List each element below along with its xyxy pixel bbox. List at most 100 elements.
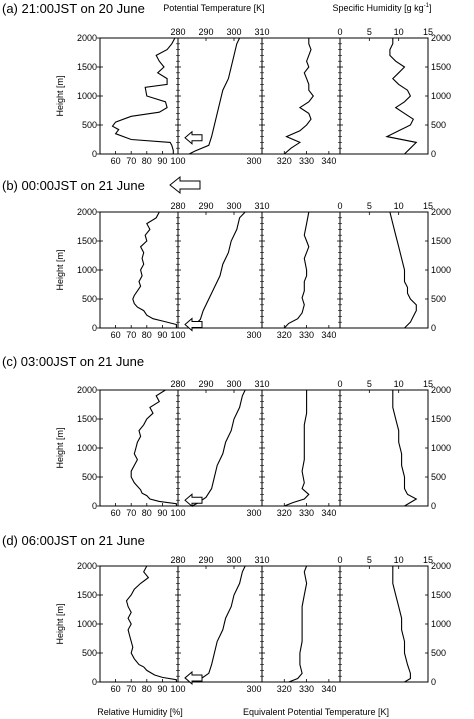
height-tick-label-right: 0: [431, 149, 436, 159]
q-tick-label: 10: [394, 555, 404, 565]
potential-temperature-axis-title: Potential Temperature [K]: [163, 3, 264, 13]
relative-humidity-line: [125, 565, 177, 682]
height-tick-label-right: 0: [431, 501, 436, 511]
rh-tick-label: 70: [126, 684, 136, 694]
thetae-tick-label: 320: [277, 684, 292, 694]
theta-bottom-tick-label: 300: [246, 684, 261, 694]
rh-tick-label: 60: [111, 330, 121, 340]
q-tick-label: 10: [394, 201, 404, 211]
height-tick-label: 0: [92, 677, 97, 687]
q-tick-label: 5: [367, 555, 372, 565]
specific-humidity-title-sup: -1: [424, 3, 430, 9]
height-tick-label-right: 0: [431, 677, 436, 687]
equivalent-potential-temperature-axis-title: Equivalent Potential Temperature [K]: [243, 707, 389, 717]
q-tick-label: 15: [423, 379, 433, 389]
rh-tick-label: 80: [142, 508, 152, 518]
panels-group: (a) 21:00JST on 20 June Potential Tempera…: [2, 1, 451, 694]
height-tick-label-right: 500: [431, 294, 446, 304]
arrow-marker: [184, 130, 203, 145]
theta-tick-label: 280: [170, 201, 185, 211]
panel-title: (b) 00:00JST on 21 June: [2, 178, 145, 193]
rh-tick-label: 100: [170, 156, 185, 166]
theta-tick-label: 280: [170, 27, 185, 37]
q-tick-label: 5: [367, 379, 372, 389]
rh-tick-label: 80: [142, 684, 152, 694]
rh-tick-label: 100: [170, 330, 185, 340]
height-tick-label-right: 500: [431, 120, 446, 130]
height-tick-label-right: 1500: [431, 414, 451, 424]
panel-title: (a) 21:00JST on 20 June: [2, 1, 145, 16]
theta-tick-label: 290: [198, 27, 213, 37]
rh-tick-label: 90: [157, 508, 167, 518]
thetae-tick-label: 330: [299, 330, 314, 340]
height-axis-title: Height [m]: [55, 75, 65, 116]
q-tick-label: 5: [367, 27, 372, 37]
large-arrow-marker: [169, 175, 201, 195]
rh-tick-label: 100: [170, 508, 185, 518]
height-axis-title: Height [m]: [55, 603, 65, 644]
theta-tick-label: 300: [226, 201, 241, 211]
specific-humidity-line: [385, 38, 418, 155]
specific-humidity-title-main: Specific Humidity [g kg: [333, 3, 424, 13]
rh-tick-label: 60: [111, 156, 121, 166]
theta-tick-label: 290: [198, 379, 213, 389]
thetae-tick-label: 330: [299, 684, 314, 694]
specific-humidity-line: [392, 390, 418, 507]
height-tick-label: 1500: [77, 62, 97, 72]
rh-tick-label: 70: [126, 330, 136, 340]
arrow-marker: [184, 670, 203, 686]
height-tick-label: 500: [82, 648, 97, 658]
q-tick-label: 0: [337, 201, 342, 211]
rh-tick-label: 90: [157, 330, 167, 340]
thetae-tick-label: 320: [277, 508, 292, 518]
relative-humidity-axis-title: Relative Humidity [%]: [97, 707, 183, 717]
thetae-tick-label: 320: [277, 156, 292, 166]
height-tick-label: 1500: [77, 590, 97, 600]
height-tick-label-right: 2000: [431, 207, 451, 217]
height-tick-label-right: 1500: [431, 590, 451, 600]
q-tick-label: 15: [423, 555, 433, 565]
q-tick-label: 10: [394, 27, 404, 37]
q-tick-label: 5: [367, 201, 372, 211]
theta-bottom-tick-label: 300: [246, 156, 261, 166]
potential-temperature-line: [188, 211, 246, 329]
relative-humidity-line: [111, 37, 176, 154]
q-tick-label: 0: [337, 27, 342, 37]
thetae-tick-label: 320: [277, 330, 292, 340]
height-tick-label: 1000: [77, 619, 97, 629]
height-tick-label: 500: [82, 294, 97, 304]
theta-tick-label: 310: [254, 201, 269, 211]
specific-humidity-line: [392, 566, 411, 683]
height-tick-label-right: 1000: [431, 619, 451, 629]
q-tick-label: 0: [337, 555, 342, 565]
arrow-marker: [184, 493, 203, 508]
theta-tick-label: 280: [170, 379, 185, 389]
height-tick-label-right: 1500: [431, 236, 451, 246]
rh-tick-label: 100: [170, 684, 185, 694]
height-tick-label-right: 1500: [431, 62, 451, 72]
specific-humidity-title-end: ]: [429, 3, 432, 13]
height-tick-label-right: 0: [431, 323, 436, 333]
theta-tick-label: 300: [226, 555, 241, 565]
height-tick-label-right: 1000: [431, 443, 451, 453]
height-tick-label: 2000: [77, 207, 97, 217]
height-tick-label-right: 2000: [431, 385, 451, 395]
height-tick-label: 2000: [77, 33, 97, 43]
specific-humidity-line: [389, 211, 417, 329]
theta-tick-label: 300: [226, 27, 241, 37]
height-tick-label: 500: [82, 120, 97, 130]
height-tick-label: 0: [92, 323, 97, 333]
height-tick-label: 1000: [77, 91, 97, 101]
arrow-marker: [184, 317, 203, 332]
height-tick-label: 2000: [77, 561, 97, 571]
panel-0: (a) 21:00JST on 20 June Potential Tempera…: [2, 1, 451, 166]
q-tick-label: 15: [423, 201, 433, 211]
rh-tick-label: 70: [126, 156, 136, 166]
rh-tick-label: 90: [157, 156, 167, 166]
equivalent-potential-temperature-line: [283, 211, 310, 329]
theta-tick-label: 290: [198, 201, 213, 211]
potential-temperature-line: [194, 565, 246, 683]
height-tick-label: 1500: [77, 236, 97, 246]
